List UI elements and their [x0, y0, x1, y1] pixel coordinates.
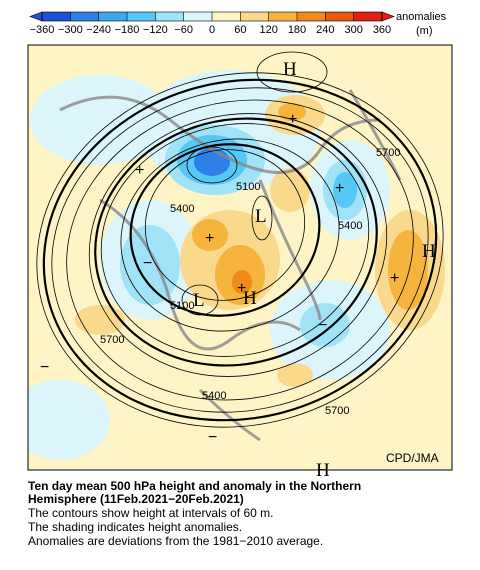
colorbar-tick-label: 300	[344, 24, 362, 36]
map: + + + + + + − − − −	[28, 45, 452, 470]
svg-text:−: −	[40, 359, 49, 376]
colorbar: −360 −300 −240 −180 −120 −60 0 60 120 180 240 300 36…	[29, 11, 395, 36]
svg-text:−: −	[143, 255, 152, 272]
contour-label: 5400	[338, 220, 362, 232]
caption-note: The contours show height at intervals of…	[28, 506, 274, 520]
colorbar-tick-label: 180	[288, 24, 306, 36]
colorbar-segment	[268, 12, 297, 21]
colorbar-tick-label: 360	[373, 24, 391, 36]
contour-label: 5400	[202, 390, 226, 402]
caption-title: Hemisphere (11Feb.2021−20Feb.2021)	[28, 492, 244, 506]
colorbar-arrow	[381, 11, 395, 22]
contour-label: 5700	[376, 147, 400, 159]
colorbar-segment	[42, 12, 71, 21]
colorbar-segment	[297, 12, 326, 21]
high-label: H	[243, 288, 257, 309]
colorbar-tick-label: −60	[174, 24, 193, 36]
colorbar-tick-label: −180	[115, 24, 140, 36]
colorbar-segment	[240, 12, 269, 21]
high-label: H	[422, 241, 436, 262]
colorbar-segment	[98, 12, 127, 21]
caption-note: The shading indicates height anomalies.	[28, 520, 243, 534]
contour-label: 5700	[325, 405, 349, 417]
colorbar-tick-label: 120	[259, 24, 277, 36]
colorbar-label: anomalies	[396, 11, 447, 23]
colorbar-segment	[212, 12, 241, 21]
colorbar-tick-label: 60	[234, 24, 246, 36]
colorbar-tick-label: 0	[209, 24, 215, 36]
svg-text:+: +	[205, 230, 214, 247]
colorbar-segment	[155, 12, 184, 21]
contour-label: 5400	[170, 203, 194, 215]
contour-label: 5100	[236, 181, 260, 193]
colorbar-tick-label: −240	[86, 24, 111, 36]
colorbar-tick-label: −300	[58, 24, 83, 36]
colorbar-tick-label: −360	[30, 24, 55, 36]
colorbar-segment	[127, 12, 156, 21]
high-label: H	[283, 59, 297, 80]
high-label: H	[316, 460, 330, 480]
low-label: L	[193, 290, 205, 311]
caption-title: Ten day mean 500 hPa height and anomaly …	[28, 479, 362, 493]
colorbar-tick-label: 240	[316, 24, 334, 36]
svg-text:−: −	[318, 317, 327, 334]
svg-text:+: +	[335, 180, 344, 197]
credit: CPD/JMA	[386, 451, 439, 465]
colorbar-unit: (m)	[416, 25, 433, 37]
svg-text:+: +	[390, 270, 399, 287]
colorbar-tick-label: −120	[143, 24, 168, 36]
colorbar-segment	[353, 12, 382, 21]
figure: −360 −300 −240 −180 −120 −60 0 60 120 180 240 300 36…	[27, 11, 453, 480]
contour-label: 5700	[100, 334, 124, 346]
svg-text:+: +	[135, 162, 144, 179]
svg-text:+: +	[288, 111, 297, 128]
contour-label: 5100	[170, 300, 194, 312]
colorbar-segment	[70, 12, 99, 21]
svg-text:+: +	[237, 280, 246, 297]
colorbar-segment	[325, 12, 354, 21]
caption-note: Anomalies are deviations from the 1981−2…	[28, 534, 324, 548]
colorbar-segment	[183, 12, 212, 21]
colorbar-arrow	[29, 11, 43, 22]
contour-labels: 5700 5700 5700 5400 5400 5400 5100 5100	[100, 147, 400, 417]
low-label: L	[255, 206, 267, 227]
svg-text:−: −	[208, 429, 217, 446]
